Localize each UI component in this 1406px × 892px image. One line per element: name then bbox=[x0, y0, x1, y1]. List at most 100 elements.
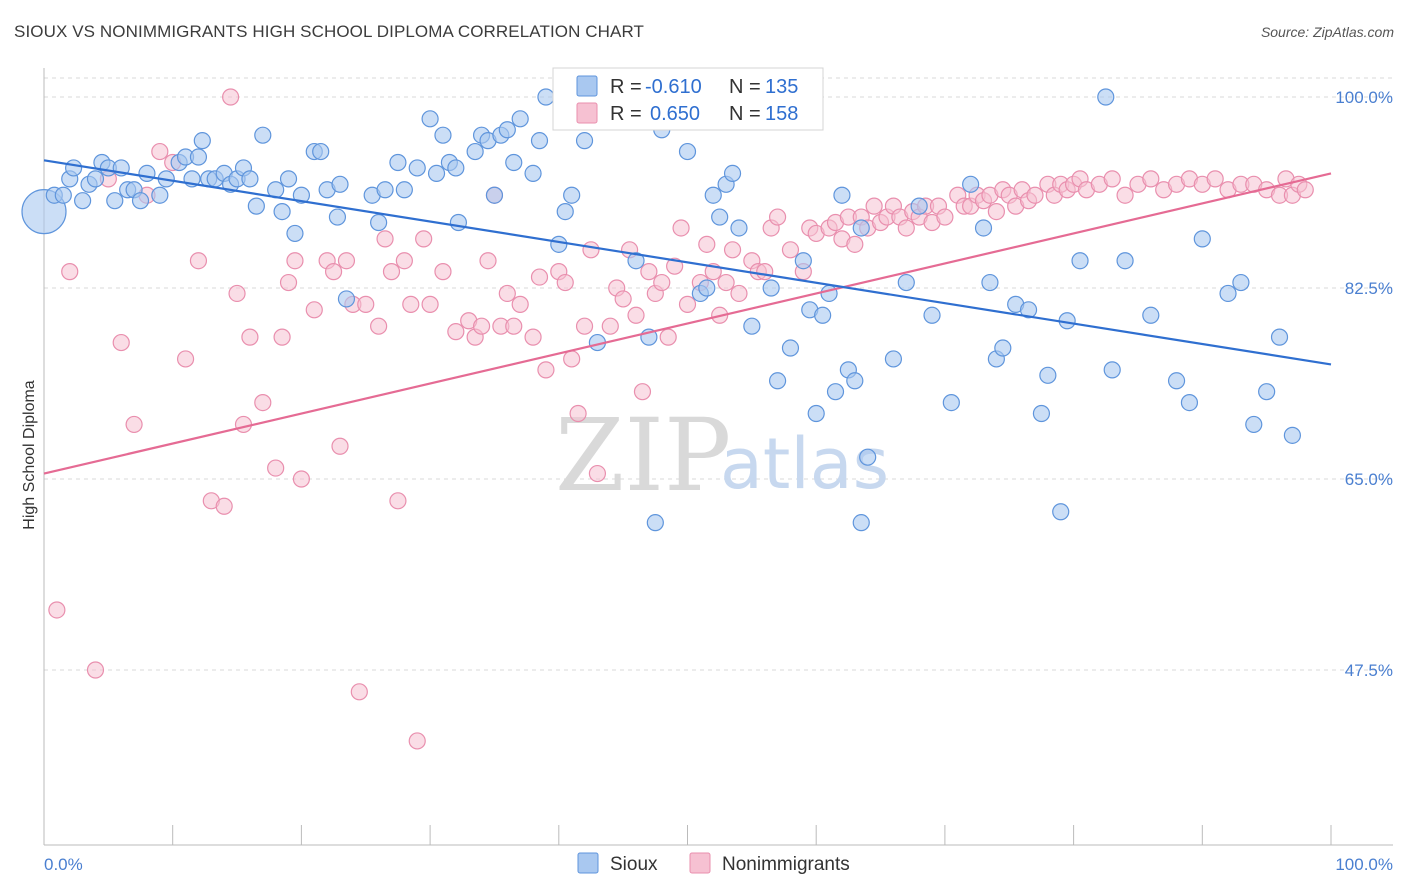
nonimmigrants-point bbox=[331, 437, 349, 455]
sioux-point bbox=[711, 208, 729, 226]
nonimmigrants-point bbox=[640, 263, 658, 281]
nonimmigrants-point bbox=[389, 492, 407, 510]
sioux-point bbox=[54, 186, 72, 204]
nonimmigrants-point bbox=[241, 328, 259, 346]
sioux-point bbox=[151, 186, 169, 204]
nonimmigrants-point bbox=[176, 350, 195, 368]
nonimmigrants-point bbox=[614, 290, 632, 308]
nonimmigrants-point bbox=[112, 333, 130, 352]
sioux-point bbox=[1071, 252, 1089, 270]
sioux-point bbox=[678, 142, 697, 161]
sioux-point bbox=[884, 350, 903, 368]
nonimmigrants-trend-line bbox=[43, 172, 1332, 475]
stats-box-frame bbox=[552, 67, 824, 131]
nonimmigrants-point bbox=[768, 208, 787, 226]
sioux-point bbox=[814, 306, 832, 324]
sioux-point bbox=[328, 208, 347, 226]
nonimmigrants-point bbox=[402, 295, 420, 313]
x-tick-label-max: 100.0% bbox=[1335, 855, 1393, 874]
sioux-point bbox=[1193, 230, 1211, 248]
sioux-point bbox=[923, 306, 941, 324]
sioux-point bbox=[189, 148, 208, 166]
stats-r-label-nonimmigrants: R = bbox=[610, 103, 642, 125]
sioux-point bbox=[962, 175, 980, 193]
nonimmigrants-point bbox=[987, 203, 1005, 221]
sioux-point bbox=[846, 372, 864, 390]
legend: Sioux Nonimmigrants bbox=[577, 852, 850, 875]
sioux-point bbox=[859, 448, 877, 466]
nonimmigrants-point bbox=[125, 415, 143, 434]
sioux-point bbox=[897, 273, 915, 292]
nonimmigrants-point bbox=[524, 328, 542, 346]
nonimmigrants-point bbox=[415, 230, 433, 248]
nonimmigrants-point bbox=[897, 219, 915, 237]
nonimmigrants-point bbox=[151, 142, 169, 161]
sioux-point bbox=[131, 192, 150, 210]
stats-n-value-sioux: 135 bbox=[765, 76, 798, 98]
nonimmigrants-point bbox=[556, 273, 574, 292]
stats-n-label-sioux: N = bbox=[729, 76, 761, 98]
sioux-point bbox=[698, 279, 716, 297]
nonimmigrants-point bbox=[324, 263, 343, 281]
sioux-point bbox=[1116, 252, 1134, 270]
nonimmigrants-point bbox=[48, 601, 66, 619]
nonimmigrants-point bbox=[723, 241, 742, 259]
sioux-point bbox=[1245, 415, 1263, 434]
nonimmigrants-point bbox=[215, 497, 233, 515]
sioux-point bbox=[1232, 273, 1250, 292]
sioux-point bbox=[820, 284, 838, 303]
watermark: ZIP atlas bbox=[555, 397, 889, 514]
nonimmigrants-point bbox=[563, 350, 581, 368]
sioux-point bbox=[768, 372, 787, 390]
nonimmigrants-point bbox=[569, 404, 587, 423]
sioux-point bbox=[376, 181, 394, 199]
nonimmigrants-point bbox=[672, 219, 690, 237]
legend-label-sioux: Sioux bbox=[610, 854, 658, 875]
sioux-point bbox=[1142, 306, 1160, 324]
nonimmigrants-point bbox=[537, 361, 555, 379]
sioux-point bbox=[826, 383, 845, 401]
nonimmigrants-point bbox=[698, 235, 716, 253]
sioux-point bbox=[106, 192, 124, 210]
sioux-point bbox=[74, 192, 92, 210]
nonimmigrants-point bbox=[382, 263, 401, 281]
nonimmigrants-point bbox=[588, 464, 607, 483]
sioux-point bbox=[910, 197, 928, 215]
sioux-point bbox=[247, 197, 265, 215]
nonimmigrants-point bbox=[86, 661, 105, 679]
sioux-point bbox=[537, 88, 555, 106]
sioux-point bbox=[1180, 394, 1199, 412]
nonimmigrants-point bbox=[653, 273, 671, 292]
chart-title: SIOUX VS NONIMMIGRANTS HIGH SCHOOL DIPLO… bbox=[14, 22, 645, 41]
nonimmigrants-point bbox=[1296, 181, 1314, 199]
nonimmigrants-point bbox=[472, 317, 491, 335]
nonimmigrants-point bbox=[781, 241, 800, 259]
sioux-point bbox=[1219, 284, 1237, 303]
nonimmigrants-point bbox=[408, 732, 426, 750]
nonimmigrants-point bbox=[292, 470, 310, 488]
sioux-point bbox=[550, 235, 568, 253]
nonimmigrants-point bbox=[305, 301, 323, 319]
sioux-point bbox=[466, 142, 484, 161]
sioux-point bbox=[447, 159, 465, 177]
nonimmigrants-point bbox=[936, 208, 954, 226]
sioux-points bbox=[21, 88, 1301, 532]
sioux-point bbox=[994, 339, 1012, 357]
sioux-point bbox=[511, 110, 529, 128]
sioux-point bbox=[241, 170, 259, 188]
nonimmigrants-point bbox=[756, 263, 774, 281]
sioux-point bbox=[389, 153, 407, 172]
nonimmigrants-point bbox=[575, 317, 594, 335]
sioux-point bbox=[193, 132, 211, 150]
stats-r-label-sioux: R = bbox=[610, 76, 642, 98]
nonimmigrants-point bbox=[678, 295, 697, 313]
nonimmigrants-point bbox=[633, 383, 652, 401]
sioux-point bbox=[337, 290, 356, 308]
source-label: Source: ZipAtlas.com bbox=[1260, 24, 1394, 40]
y-tick-label: 65.0% bbox=[1345, 470, 1393, 489]
sioux-point bbox=[1167, 372, 1186, 390]
nonimmigrants-point bbox=[286, 252, 304, 270]
sioux-point bbox=[421, 110, 439, 128]
nonimmigrants-point bbox=[1116, 186, 1134, 204]
